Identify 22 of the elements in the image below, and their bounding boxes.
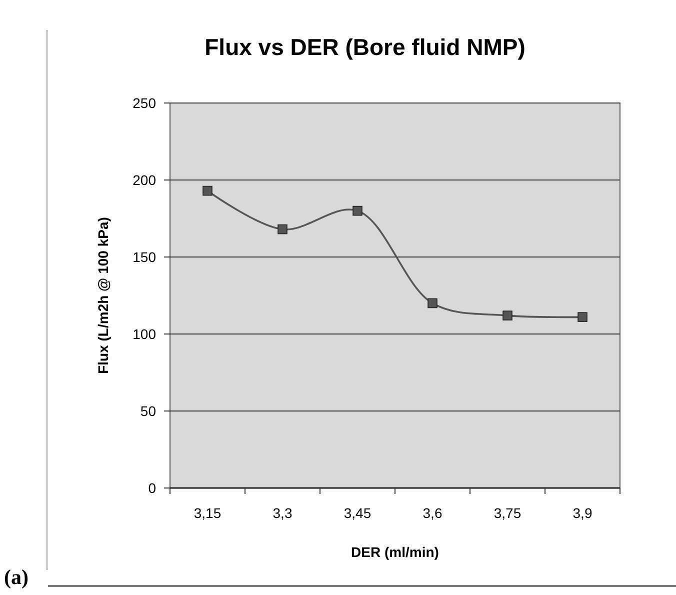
- point: [278, 224, 288, 234]
- x-tick-label: 3,75: [494, 505, 522, 521]
- y-tick-label: 50: [140, 402, 156, 419]
- x-tick-label: 3,45: [344, 505, 372, 521]
- x-tick-label: 3,15: [194, 505, 222, 521]
- x-tick-label: 3,9: [572, 505, 592, 521]
- point: [578, 312, 588, 322]
- y-tick-label: 100: [132, 326, 156, 342]
- x-tick-label: 3,3: [272, 505, 292, 521]
- chart-title: Flux vs DER (Bore fluid NMP): [204, 34, 526, 60]
- y-axis-title: Flux (L/m2h @ 100 kPa): [95, 217, 111, 374]
- point: [428, 298, 438, 308]
- point: [202, 186, 212, 196]
- x-tick-label: 3,6: [422, 505, 442, 521]
- y-tick-label: 250: [132, 94, 156, 111]
- point: [352, 206, 362, 216]
- x-axis-title: DER (ml/min): [351, 544, 439, 560]
- text: (a): [4, 565, 28, 589]
- y-tick-label: 0: [148, 480, 156, 496]
- y-tick-label: 200: [132, 172, 156, 188]
- point: [502, 310, 512, 320]
- y-tick-label: 150: [132, 248, 156, 265]
